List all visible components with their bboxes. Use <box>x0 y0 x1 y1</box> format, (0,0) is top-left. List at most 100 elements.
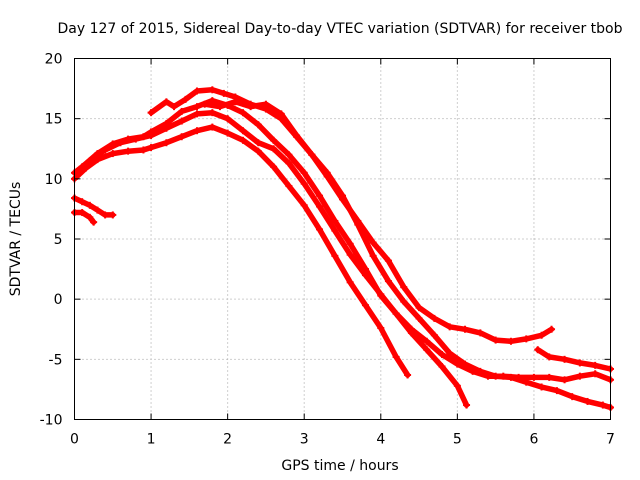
data-point <box>316 203 324 211</box>
data-point <box>86 201 94 209</box>
data-point <box>369 239 377 247</box>
data-point <box>361 301 369 309</box>
data-point <box>109 140 117 148</box>
data-point <box>339 192 346 200</box>
data-point <box>93 206 101 214</box>
data-point <box>124 135 132 143</box>
data-point <box>415 304 423 312</box>
data-point <box>224 129 232 137</box>
tick-layer: 0 1 2 3 4 5 6 7 -10 -5 0 5 10 15 20 <box>40 52 615 448</box>
data-point <box>293 132 301 140</box>
data-point <box>463 401 471 409</box>
data-point <box>239 127 247 135</box>
data-point <box>404 371 412 379</box>
data-point <box>182 95 190 103</box>
data-point <box>285 159 293 167</box>
data-point <box>438 351 446 359</box>
x-axis-label: GPS time / hours <box>281 458 398 474</box>
data-point <box>331 217 339 225</box>
data-point <box>446 349 454 357</box>
data-point <box>316 225 324 233</box>
data-point <box>400 283 408 291</box>
data-point <box>438 363 446 371</box>
data-point <box>216 103 224 111</box>
data-point <box>270 136 278 144</box>
data-point <box>534 346 542 354</box>
data-point <box>323 169 331 177</box>
data-point <box>139 146 147 154</box>
series-layer <box>71 86 614 411</box>
data-point <box>568 393 576 401</box>
data-point <box>384 257 392 265</box>
data-point <box>308 151 316 159</box>
data-point <box>545 373 553 381</box>
y-axis-label: SDTVAR / TECUs <box>8 182 24 297</box>
data-point <box>208 86 216 94</box>
data-point <box>461 325 469 333</box>
data-point <box>109 211 117 219</box>
data-point <box>561 355 569 363</box>
data-point <box>407 325 415 333</box>
data-point <box>331 227 339 235</box>
data-point <box>423 346 431 354</box>
x-tick-label: 0 <box>70 432 79 448</box>
data-point <box>247 103 255 111</box>
data-point <box>147 109 155 117</box>
data-point <box>170 103 178 111</box>
data-point <box>239 136 247 144</box>
data-point <box>346 278 354 286</box>
data-point <box>78 209 86 217</box>
data-point <box>591 361 599 369</box>
y-tick-label: 5 <box>54 232 63 248</box>
data-point <box>561 376 569 384</box>
data-point <box>86 213 94 221</box>
data-point <box>162 98 170 106</box>
data-point <box>476 329 484 337</box>
y-tick-label: 0 <box>54 292 63 308</box>
data-point <box>285 151 293 159</box>
data-point <box>178 117 186 125</box>
data-point <box>270 145 278 153</box>
data-point <box>346 251 354 259</box>
data-point <box>476 367 484 375</box>
data-point <box>530 373 538 381</box>
data-point <box>492 372 500 380</box>
data-point <box>446 323 454 331</box>
data-point <box>300 180 308 188</box>
data-point <box>201 100 209 108</box>
data-point <box>507 373 515 381</box>
data-point <box>507 337 515 345</box>
data-point <box>461 360 469 368</box>
x-tick-label: 1 <box>147 432 156 448</box>
data-point <box>346 240 354 248</box>
x-tick-label: 5 <box>453 432 462 448</box>
data-point <box>384 277 392 285</box>
series-line-satellite-track-e <box>201 99 614 411</box>
x-tick-label: 6 <box>529 432 538 448</box>
data-point <box>162 139 170 147</box>
data-point <box>262 100 270 108</box>
data-point <box>538 331 546 339</box>
data-point <box>178 133 186 141</box>
data-point <box>231 98 239 106</box>
data-point <box>392 353 400 361</box>
data-point <box>415 314 423 322</box>
data-point <box>548 325 556 333</box>
data-point <box>331 252 339 260</box>
data-point <box>193 127 201 135</box>
data-point <box>423 337 431 345</box>
data-point <box>162 119 170 127</box>
y-tick-label: 10 <box>45 172 63 188</box>
data-point <box>576 359 584 367</box>
data-point <box>522 378 530 386</box>
y-tick-label: 15 <box>45 112 63 128</box>
data-point <box>584 397 592 405</box>
x-tick-label: 2 <box>223 432 232 448</box>
data-point <box>400 298 408 306</box>
data-point <box>78 163 86 171</box>
x-tick-label: 7 <box>606 432 615 448</box>
data-point <box>193 110 201 118</box>
data-point <box>124 147 132 155</box>
data-point <box>361 265 369 273</box>
